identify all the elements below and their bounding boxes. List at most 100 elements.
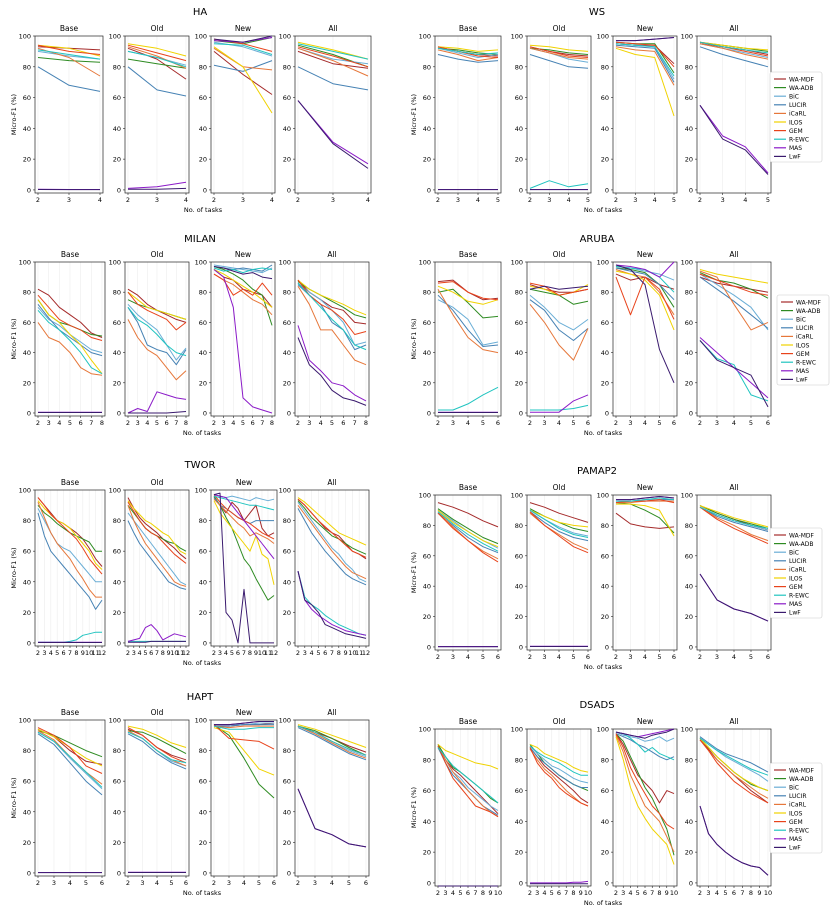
series-lucir	[297, 727, 367, 761]
y-tick-label: 40	[601, 583, 609, 591]
series-lwf	[128, 640, 186, 643]
series-r-ewc	[297, 282, 367, 351]
x-tick-label: 4	[466, 419, 470, 427]
series-gem	[437, 745, 499, 818]
y-tick-label: 100	[109, 33, 121, 41]
x-tick-label: 4	[732, 653, 736, 661]
x-tick-label: 3	[313, 879, 317, 887]
series-gem	[699, 739, 769, 804]
series-ilos	[297, 497, 367, 546]
series-lwf	[297, 570, 367, 639]
y-tick-label: 0	[117, 639, 121, 647]
y-tick-label: 100	[511, 259, 523, 267]
series-wa-mdf	[437, 502, 499, 528]
y-tick-label: 20	[515, 156, 523, 164]
subplot-title: Base	[459, 250, 478, 259]
x-tick-label: 4	[628, 889, 632, 897]
series-r-ewc	[437, 47, 499, 55]
legend-label-mas: MAS	[789, 601, 802, 608]
x-tick-label: 4	[49, 649, 53, 657]
x-tick-label: 9	[488, 889, 492, 897]
x-tick-label: 6	[184, 879, 188, 887]
subplot-ws-new: New 0 20 40 60 80 100 2 3 4 5	[597, 24, 678, 204]
y-tick-label: 0	[605, 643, 609, 651]
y-tick-label: 80	[601, 289, 609, 297]
subplot-ws-old: Old 0 20 40 60 80 100 2 3 4 5	[511, 24, 592, 204]
x-tick-label: 4	[145, 419, 149, 427]
y-tick-label: 80	[23, 289, 31, 297]
series-lucir	[699, 506, 769, 532]
y-tick-label: 60	[685, 787, 693, 795]
x-tick-label: 2	[528, 196, 532, 204]
x-tick-label: 6	[586, 419, 590, 427]
legend-label-lucir: LUCIR	[796, 325, 814, 332]
series-r-ewc	[37, 309, 103, 375]
y-tick-label: 20	[685, 379, 693, 387]
x-tick-label: 10	[670, 889, 678, 897]
y-tick-label: 20	[199, 156, 207, 164]
x-tick-label: 4	[466, 653, 470, 661]
x-tick-label: 8	[161, 649, 165, 657]
y-tick-label: 80	[23, 63, 31, 71]
subplot-ha-base: Base 0 20 40 60 80 100 2 3 4 Micro-F1 (%)	[10, 24, 104, 204]
series-gem	[437, 46, 499, 58]
x-tick-label: 6	[766, 419, 770, 427]
x-tick-label: 8	[184, 419, 188, 427]
x-tick-label: 2	[296, 649, 300, 657]
series-wa-mdf	[615, 733, 675, 804]
y-tick-label: 40	[515, 349, 523, 357]
y-tick-label: 20	[515, 379, 523, 387]
series-icarl	[529, 47, 589, 60]
x-tick-label: 12	[98, 649, 106, 657]
x-axis-label: No. of tasks	[584, 899, 623, 907]
x-axis-label: No. of tasks	[183, 659, 222, 667]
series-lwf	[128, 411, 187, 414]
y-tick-label: 100	[109, 259, 121, 267]
y-tick-label: 80	[601, 63, 609, 71]
x-tick-label: 3	[47, 419, 51, 427]
legend-label-wa-adb: WA-ADB	[789, 776, 813, 783]
series-lucir	[37, 512, 103, 610]
subplot-aruba-base: Base 0 20 40 60 80 100 2 3 4 5 6 Micro-F1 (%)	[410, 250, 502, 427]
series-gem	[213, 724, 275, 750]
x-tick-label: 3	[132, 649, 136, 657]
series-lucir	[297, 508, 367, 586]
series-icarl	[213, 498, 275, 544]
x-tick-label: 10	[258, 649, 266, 657]
series-gem	[127, 501, 187, 564]
series-bic	[213, 264, 273, 274]
subplot-aruba-all: All 0 20 40 60 80 100 2 3 4 5 6	[681, 250, 772, 427]
y-tick-label: 0	[287, 639, 291, 647]
x-tick-label: 3	[542, 653, 546, 661]
chart-title-hapt: HAPT	[187, 692, 214, 703]
series-lucir	[529, 511, 589, 542]
subplot-title: All	[729, 483, 738, 492]
series-lucir	[127, 66, 187, 97]
series-lucir	[529, 747, 588, 788]
y-tick-label: 80	[515, 756, 523, 764]
legend-label-icarl: iCaRL	[789, 567, 807, 574]
y-tick-label: 60	[601, 552, 609, 560]
y-tick-label: 100	[19, 717, 31, 725]
series-lucir	[297, 66, 369, 91]
subplot-ws-all: All 0 20 40 60 80 100 2 3 4 5	[681, 24, 772, 204]
y-tick-label: 40	[283, 578, 291, 586]
series-r-ewc	[127, 50, 187, 68]
y-tick-label: 100	[597, 492, 609, 500]
subplot-pamap2-new: New 0 20 40 60 80 100 2 3 4 5 6	[597, 483, 678, 661]
series-wa-adb	[127, 58, 187, 69]
y-tick-label: 40	[283, 125, 291, 133]
legend-label-lwf: LwF	[789, 154, 801, 161]
x-tick-label: 10	[764, 889, 772, 897]
legend-label-wa-mdf: WA-MDF	[796, 299, 822, 306]
y-axis-label: Micro-F1 (%)	[410, 318, 418, 359]
x-tick-label: 3	[721, 196, 725, 204]
x-tick-label: 6	[165, 419, 169, 427]
x-tick-label: 7	[89, 419, 93, 427]
series-lucir	[699, 276, 769, 329]
subplot-title: New	[637, 250, 653, 259]
x-tick-label: 5	[496, 196, 500, 204]
series-mas	[213, 494, 275, 560]
